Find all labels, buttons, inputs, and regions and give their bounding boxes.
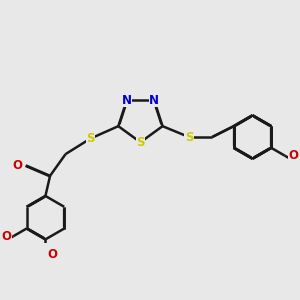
Text: S: S: [185, 130, 193, 143]
Text: S: S: [136, 136, 145, 149]
Text: O: O: [13, 159, 23, 172]
Text: O: O: [289, 149, 298, 162]
Text: S: S: [86, 132, 94, 145]
Text: O: O: [47, 248, 57, 261]
Text: O: O: [2, 230, 12, 243]
Text: N: N: [149, 94, 159, 107]
Text: N: N: [122, 94, 132, 107]
